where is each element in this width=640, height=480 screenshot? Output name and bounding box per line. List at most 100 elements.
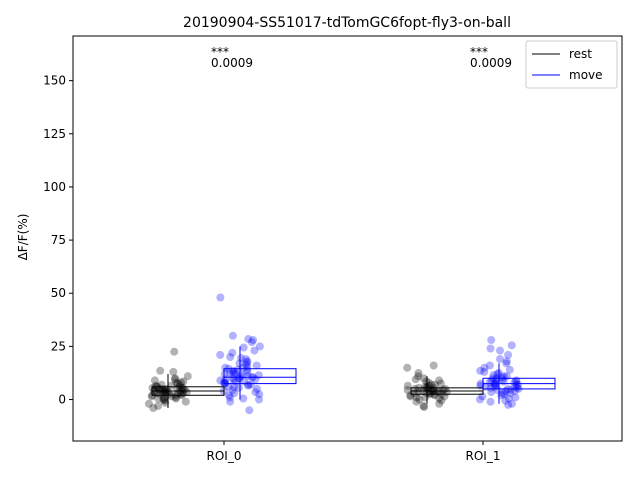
data-point-move — [221, 363, 230, 372]
data-point-move — [507, 341, 516, 350]
data-point-move — [242, 360, 251, 369]
x-tick-label: ROI_1 — [466, 449, 501, 463]
data-point-rest — [183, 372, 192, 381]
data-point-move — [251, 388, 260, 397]
data-point-move — [244, 381, 253, 390]
data-point-rest — [414, 372, 423, 381]
data-point-rest — [429, 361, 438, 370]
p-value-label: 0.0009 — [211, 56, 253, 70]
data-point-move — [255, 390, 264, 399]
data-point-rest — [436, 379, 445, 388]
data-point-rest — [151, 381, 160, 390]
data-point-rest — [415, 395, 424, 404]
data-point-rest — [419, 374, 428, 383]
p-value-label: 0.0009 — [470, 56, 512, 70]
data-point-rest — [422, 377, 431, 386]
data-point-move — [231, 369, 240, 377]
data-point-move — [498, 375, 507, 384]
data-point-move — [491, 378, 500, 387]
data-point-move — [216, 293, 225, 302]
data-point-move — [252, 361, 261, 370]
data-point-rest — [403, 363, 412, 372]
data-point-rest — [178, 383, 187, 392]
data-point-move — [220, 370, 229, 378]
data-point-rest — [412, 397, 421, 406]
data-point-rest — [179, 377, 188, 386]
data-point-move — [234, 383, 243, 392]
data-point-move — [230, 367, 239, 376]
y-tick-label: 0 — [58, 393, 66, 407]
data-point-move — [238, 363, 247, 372]
data-point-move — [491, 380, 499, 389]
data-point-rest — [156, 390, 165, 399]
data-point-move — [224, 382, 233, 391]
y-tick-label: 125 — [43, 127, 66, 141]
data-point-move — [246, 380, 255, 389]
data-point-move — [228, 331, 237, 340]
data-point-move — [504, 350, 513, 359]
data-point-rest — [437, 396, 446, 405]
data-point-move — [504, 394, 513, 403]
data-point-rest — [177, 378, 186, 387]
data-point-rest — [412, 393, 421, 402]
data-point-move — [505, 365, 514, 374]
data-point-rest — [160, 395, 168, 404]
data-point-move — [496, 346, 504, 355]
data-point-rest — [435, 394, 444, 403]
chart-title: 20190904-SS51017-tdTomGC6fopt-fly3-on-ba… — [183, 15, 511, 31]
data-point-move — [216, 350, 225, 359]
data-point-move — [506, 389, 515, 398]
data-point-move — [511, 393, 520, 402]
data-point-rest — [177, 383, 186, 392]
data-point-move — [498, 373, 507, 382]
data-point-move — [243, 367, 252, 376]
data-point-rest — [159, 395, 168, 404]
data-point-rest — [170, 375, 179, 384]
data-point-rest — [431, 380, 439, 389]
data-point-rest — [170, 347, 179, 356]
data-point-rest — [435, 399, 444, 408]
data-point-rest — [178, 386, 187, 394]
data-point-move — [244, 380, 253, 389]
legend-label-rest: rest — [569, 47, 592, 61]
data-point-move — [506, 386, 515, 394]
box-move — [223, 368, 297, 385]
data-point-move — [502, 359, 511, 368]
y-tick-label: 75 — [51, 233, 66, 247]
data-point-move — [507, 399, 516, 408]
data-point-rest — [414, 369, 423, 377]
data-point-move — [243, 365, 252, 374]
data-point-move — [228, 374, 237, 383]
data-point-move — [245, 406, 254, 415]
data-point-rest — [171, 374, 180, 383]
data-point-move — [226, 397, 235, 406]
data-point-move — [225, 391, 233, 400]
data-point-rest — [403, 386, 412, 394]
data-point-move — [230, 382, 239, 391]
data-point-move — [480, 367, 489, 376]
data-point-move — [253, 384, 261, 393]
data-point-move — [225, 369, 234, 377]
data-point-rest — [176, 390, 185, 399]
data-point-rest — [147, 392, 156, 401]
data-point-rest — [420, 403, 429, 411]
data-point-move — [514, 380, 522, 389]
data-point-rest — [173, 379, 182, 388]
axes-frame — [72, 35, 623, 442]
data-point-rest — [149, 404, 158, 412]
data-point-rest — [172, 378, 181, 387]
data-point-move — [235, 374, 244, 383]
data-point-rest — [161, 398, 170, 407]
y-tick-label: 50 — [51, 286, 66, 300]
data-point-move — [485, 361, 494, 370]
data-point-rest — [158, 386, 167, 394]
data-point-move — [500, 390, 508, 399]
data-point-move — [244, 372, 252, 381]
y-tick-label: 100 — [43, 180, 66, 194]
data-point-move — [226, 393, 234, 402]
data-point-move — [228, 386, 237, 394]
data-point-move — [242, 358, 251, 367]
data-point-rest — [159, 388, 168, 397]
data-point-rest — [167, 381, 176, 390]
data-point-rest — [427, 380, 436, 389]
